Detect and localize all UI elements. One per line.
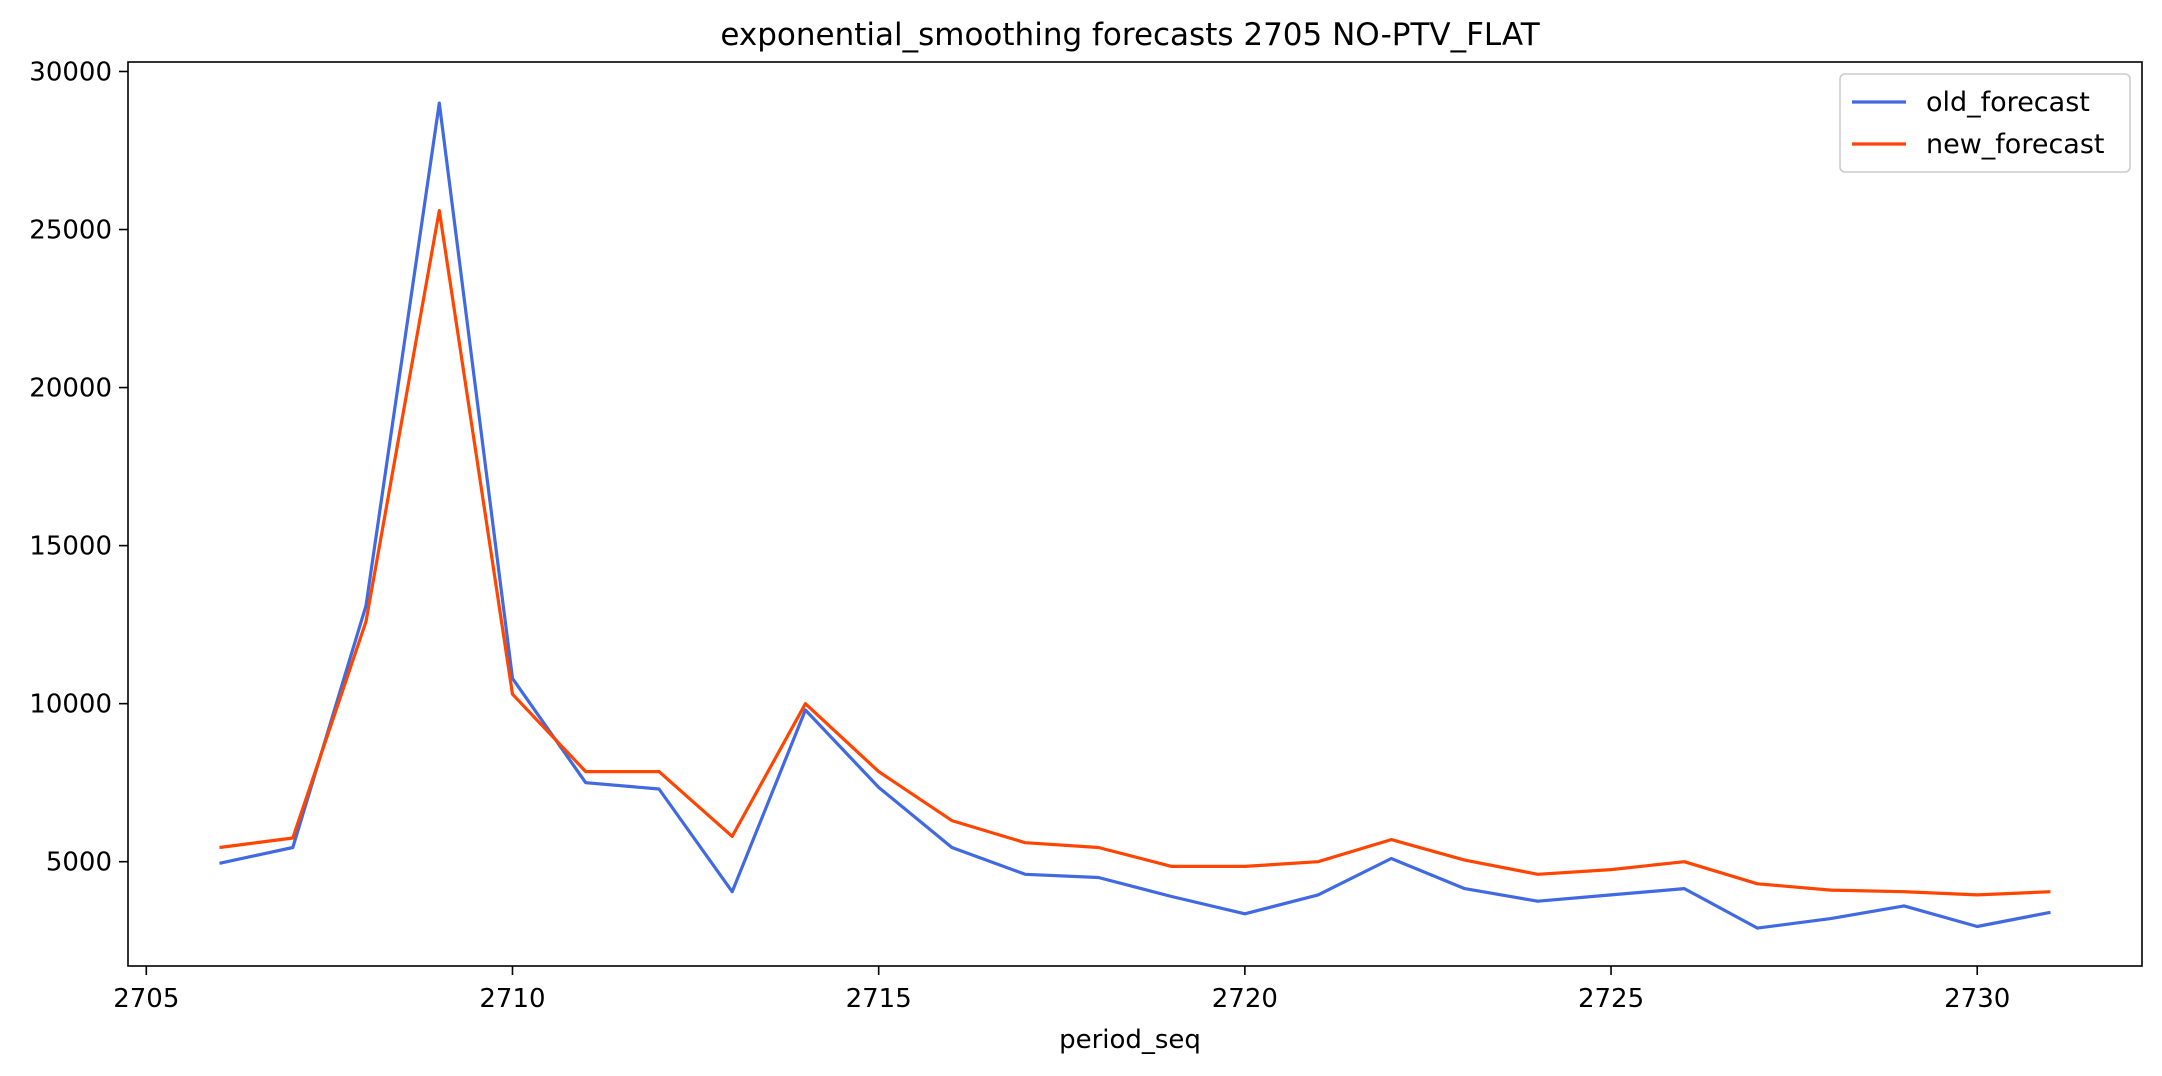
x-tick-label: 2720 bbox=[1212, 984, 1278, 1014]
y-tick-label: 25000 bbox=[29, 216, 112, 246]
y-tick-label: 30000 bbox=[29, 57, 112, 87]
x-tick-label: 2725 bbox=[1578, 984, 1644, 1014]
y-tick-label: 20000 bbox=[29, 374, 112, 404]
y-tick-label: 15000 bbox=[29, 532, 112, 562]
legend-label: old_forecast bbox=[1926, 87, 2090, 118]
axis-ticks: 2705 2710 2715 2720 2725 2730 5000 10000 15000 20… bbox=[29, 57, 2010, 1014]
x-tick-label: 2705 bbox=[113, 984, 179, 1014]
series-lines bbox=[219, 101, 2051, 930]
x-tick-label: 2730 bbox=[1944, 984, 2010, 1014]
legend: old_forecast new_forecast bbox=[1839, 73, 2131, 173]
legend-box bbox=[1839, 73, 2131, 173]
y-tick-label: 5000 bbox=[46, 848, 112, 878]
plot-frame bbox=[127, 61, 2143, 967]
y-tick-label: 10000 bbox=[29, 690, 112, 720]
chart-title: exponential_smoothing forecasts 2705 NO-… bbox=[720, 17, 1540, 53]
x-tick-label: 2715 bbox=[846, 984, 912, 1014]
legend-label: new_forecast bbox=[1926, 129, 2105, 160]
series-line-new-forecast bbox=[219, 209, 2051, 897]
x-tick-label: 2710 bbox=[479, 984, 545, 1014]
x-axis-label: period_seq bbox=[1059, 1025, 1201, 1055]
series-line-old-forecast bbox=[219, 101, 2051, 930]
